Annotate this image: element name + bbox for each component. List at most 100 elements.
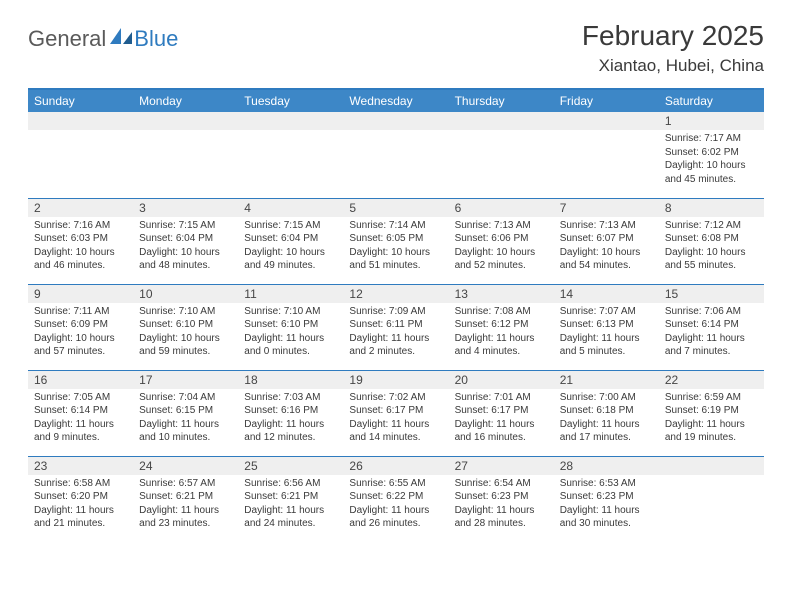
weekday-header: Saturday xyxy=(659,89,764,112)
day-number: 18 xyxy=(238,371,343,389)
sunrise-text: Sunrise: 7:01 AM xyxy=(455,391,548,405)
day-number: 28 xyxy=(554,457,659,475)
calendar-table: SundayMondayTuesdayWednesdayThursdayFrid… xyxy=(28,88,764,542)
calendar-cell: 4Sunrise: 7:15 AMSunset: 6:04 PMDaylight… xyxy=(238,198,343,284)
brand-general: General xyxy=(28,26,106,52)
sunrise-text: Sunrise: 7:12 AM xyxy=(665,219,758,233)
sunrise-text: Sunrise: 7:11 AM xyxy=(34,305,127,319)
sunset-text: Sunset: 6:04 PM xyxy=(139,232,232,246)
calendar-cell xyxy=(133,112,238,198)
calendar-cell xyxy=(343,112,448,198)
sunset-text: Sunset: 6:14 PM xyxy=(665,318,758,332)
daylight-text: Daylight: 11 hours and 30 minutes. xyxy=(560,504,653,531)
day-number: 9 xyxy=(28,285,133,303)
sunset-text: Sunset: 6:14 PM xyxy=(34,404,127,418)
sunset-text: Sunset: 6:21 PM xyxy=(139,490,232,504)
sunset-text: Sunset: 6:05 PM xyxy=(349,232,442,246)
day-number: 19 xyxy=(343,371,448,389)
calendar-cell: 14Sunrise: 7:07 AMSunset: 6:13 PMDayligh… xyxy=(554,284,659,370)
calendar-week: 1Sunrise: 7:17 AMSunset: 6:02 PMDaylight… xyxy=(28,112,764,198)
daylight-text: Daylight: 10 hours and 45 minutes. xyxy=(665,159,758,186)
day-detail: Sunrise: 7:16 AMSunset: 6:03 PMDaylight:… xyxy=(28,217,133,277)
daylight-text: Daylight: 11 hours and 10 minutes. xyxy=(139,418,232,445)
sunrise-text: Sunrise: 7:05 AM xyxy=(34,391,127,405)
daylight-text: Daylight: 11 hours and 14 minutes. xyxy=(349,418,442,445)
daylight-text: Daylight: 11 hours and 21 minutes. xyxy=(34,504,127,531)
calendar-cell: 9Sunrise: 7:11 AMSunset: 6:09 PMDaylight… xyxy=(28,284,133,370)
daylight-text: Daylight: 11 hours and 16 minutes. xyxy=(455,418,548,445)
calendar-cell: 18Sunrise: 7:03 AMSunset: 6:16 PMDayligh… xyxy=(238,370,343,456)
sunrise-text: Sunrise: 7:16 AM xyxy=(34,219,127,233)
sunrise-text: Sunrise: 7:15 AM xyxy=(139,219,232,233)
daylight-text: Daylight: 10 hours and 54 minutes. xyxy=(560,246,653,273)
weekday-row: SundayMondayTuesdayWednesdayThursdayFrid… xyxy=(28,89,764,112)
daylight-text: Daylight: 11 hours and 7 minutes. xyxy=(665,332,758,359)
day-number: 27 xyxy=(449,457,554,475)
sunrise-text: Sunrise: 7:02 AM xyxy=(349,391,442,405)
sunrise-text: Sunrise: 7:00 AM xyxy=(560,391,653,405)
calendar-week: 23Sunrise: 6:58 AMSunset: 6:20 PMDayligh… xyxy=(28,456,764,542)
day-detail: Sunrise: 7:10 AMSunset: 6:10 PMDaylight:… xyxy=(133,303,238,363)
sunrise-text: Sunrise: 7:08 AM xyxy=(455,305,548,319)
calendar-cell: 25Sunrise: 6:56 AMSunset: 6:21 PMDayligh… xyxy=(238,456,343,542)
day-number xyxy=(343,112,448,130)
calendar-cell: 11Sunrise: 7:10 AMSunset: 6:10 PMDayligh… xyxy=(238,284,343,370)
calendar-cell: 26Sunrise: 6:55 AMSunset: 6:22 PMDayligh… xyxy=(343,456,448,542)
calendar-page: General Blue February 2025 Xiantao, Hube… xyxy=(0,0,792,562)
sunset-text: Sunset: 6:23 PM xyxy=(455,490,548,504)
sail-icon xyxy=(110,28,132,44)
calendar-cell: 13Sunrise: 7:08 AMSunset: 6:12 PMDayligh… xyxy=(449,284,554,370)
brand-blue: Blue xyxy=(134,26,178,52)
daylight-text: Daylight: 10 hours and 57 minutes. xyxy=(34,332,127,359)
sunrise-text: Sunrise: 7:10 AM xyxy=(244,305,337,319)
day-number: 13 xyxy=(449,285,554,303)
day-number xyxy=(554,112,659,130)
calendar-week: 9Sunrise: 7:11 AMSunset: 6:09 PMDaylight… xyxy=(28,284,764,370)
calendar-cell: 3Sunrise: 7:15 AMSunset: 6:04 PMDaylight… xyxy=(133,198,238,284)
sunrise-text: Sunrise: 7:03 AM xyxy=(244,391,337,405)
sunset-text: Sunset: 6:23 PM xyxy=(560,490,653,504)
day-number: 16 xyxy=(28,371,133,389)
sunrise-text: Sunrise: 6:56 AM xyxy=(244,477,337,491)
daylight-text: Daylight: 10 hours and 55 minutes. xyxy=(665,246,758,273)
day-detail: Sunrise: 7:11 AMSunset: 6:09 PMDaylight:… xyxy=(28,303,133,363)
day-number: 23 xyxy=(28,457,133,475)
sunset-text: Sunset: 6:06 PM xyxy=(455,232,548,246)
daylight-text: Daylight: 10 hours and 52 minutes. xyxy=(455,246,548,273)
day-number: 15 xyxy=(659,285,764,303)
daylight-text: Daylight: 11 hours and 0 minutes. xyxy=(244,332,337,359)
sunset-text: Sunset: 6:10 PM xyxy=(139,318,232,332)
sunrise-text: Sunrise: 6:57 AM xyxy=(139,477,232,491)
day-number xyxy=(133,112,238,130)
sunset-text: Sunset: 6:18 PM xyxy=(560,404,653,418)
day-detail: Sunrise: 7:07 AMSunset: 6:13 PMDaylight:… xyxy=(554,303,659,363)
day-number: 1 xyxy=(659,112,764,130)
day-detail: Sunrise: 7:04 AMSunset: 6:15 PMDaylight:… xyxy=(133,389,238,449)
weekday-header: Sunday xyxy=(28,89,133,112)
day-detail: Sunrise: 7:05 AMSunset: 6:14 PMDaylight:… xyxy=(28,389,133,449)
day-detail: Sunrise: 7:17 AMSunset: 6:02 PMDaylight:… xyxy=(659,130,764,190)
sunrise-text: Sunrise: 6:58 AM xyxy=(34,477,127,491)
calendar-cell xyxy=(554,112,659,198)
calendar-cell xyxy=(659,456,764,542)
day-number: 20 xyxy=(449,371,554,389)
daylight-text: Daylight: 11 hours and 23 minutes. xyxy=(139,504,232,531)
day-number: 21 xyxy=(554,371,659,389)
day-number: 4 xyxy=(238,199,343,217)
day-detail: Sunrise: 7:08 AMSunset: 6:12 PMDaylight:… xyxy=(449,303,554,363)
day-detail: Sunrise: 7:14 AMSunset: 6:05 PMDaylight:… xyxy=(343,217,448,277)
day-detail: Sunrise: 6:56 AMSunset: 6:21 PMDaylight:… xyxy=(238,475,343,535)
calendar-cell: 20Sunrise: 7:01 AMSunset: 6:17 PMDayligh… xyxy=(449,370,554,456)
sunset-text: Sunset: 6:09 PM xyxy=(34,318,127,332)
calendar-cell: 28 Sunrise: 6:53 AMSunset: 6:23 PMDayligh… xyxy=(554,456,659,542)
day-number: 14 xyxy=(554,285,659,303)
calendar-cell: 27Sunrise: 6:54 AMSunset: 6:23 PMDayligh… xyxy=(449,456,554,542)
calendar-cell: 22Sunrise: 6:59 AMSunset: 6:19 PMDayligh… xyxy=(659,370,764,456)
day-number: 10 xyxy=(133,285,238,303)
sunrise-text: Sunrise: 6:53 AM xyxy=(560,477,653,491)
sunrise-text: Sunrise: 7:17 AM xyxy=(665,132,758,146)
day-number: 22 xyxy=(659,371,764,389)
daylight-text: Daylight: 10 hours and 49 minutes. xyxy=(244,246,337,273)
calendar-cell: 1Sunrise: 7:17 AMSunset: 6:02 PMDaylight… xyxy=(659,112,764,198)
sunrise-text: Sunrise: 7:13 AM xyxy=(560,219,653,233)
